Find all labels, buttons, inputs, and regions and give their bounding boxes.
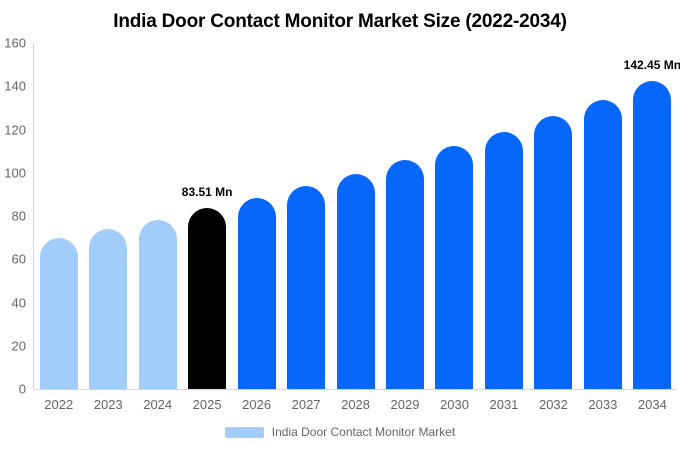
y-tick-label: 0 [18,381,26,397]
x-tick-label: 2028 [341,397,371,412]
x-tick-label: 2023 [93,397,123,412]
x-tick-label: 2032 [538,397,568,412]
y-tick-label: 120 [4,122,26,137]
bar-2034 [633,80,672,389]
bar-slot: 2023 [83,43,132,412]
bar-slot: 2032 [529,43,578,412]
bar-2032 [534,115,573,389]
bar-slot: 2033 [578,43,627,412]
x-tick-label: 2024 [143,397,173,412]
bar-slot: 2029 [380,43,429,412]
x-tick-label: 2025 [192,397,222,412]
y-axis-line [33,43,34,390]
y-axis-labels: 0 20 40 60 80 100 120 140 160 [0,0,26,450]
bar-slot: 2028 [331,43,380,412]
y-tick-label: 60 [11,251,26,267]
bar-value-label: 83.51 Mn [181,185,233,200]
bar-value-label: 142.45 Mn [623,57,680,72]
bar-slot: 83.51 Mn 2025 [181,43,233,412]
legend-label: India Door Contact Monitor Market [271,425,456,439]
chart-title: India Door Contact Monitor Market Size (… [113,11,567,32]
x-tick-label: 2030 [440,397,469,412]
bar-2025 [188,208,227,389]
bar-2024 [138,219,177,389]
bar-2028 [336,173,375,389]
x-tick-label: 2034 [637,397,667,412]
x-tick-label: 2031 [489,397,519,412]
y-tick-label: 40 [11,295,26,310]
bar-2029 [386,160,425,389]
bar-slot: 2026 [232,43,281,412]
x-tick-label: 2029 [390,397,420,412]
x-axis-line [33,389,677,390]
bar-slot: 2031 [479,43,528,412]
bar-2033 [583,99,622,389]
bar-slot: 142.45 Mn 2034 [624,43,680,412]
bar-2030 [435,146,474,389]
y-tick-label: 80 [11,208,26,224]
y-tick-label: 160 [4,35,26,51]
bar-2026 [237,198,276,389]
bar-slot: 2030 [430,43,479,412]
y-tick-label: 100 [4,165,26,181]
x-tick-label: 2027 [291,397,321,412]
x-tick-label: 2033 [588,397,618,412]
bar-2023 [89,229,128,389]
y-tick-label: 140 [4,78,26,94]
bar-slot: 2024 [133,43,182,412]
bars: 2022 2023 2024 83.51 Mn 2025 2026 2027 2028 2029… [34,43,680,412]
bar-2022 [39,238,78,389]
x-tick-label: 2022 [44,397,74,412]
bar-slot: 2027 [281,43,330,412]
y-tick-label: 20 [11,338,26,354]
bar-slot: 2022 [34,43,83,412]
x-tick-label: 2026 [242,397,272,412]
legend: India Door Contact Monitor Market [0,425,680,439]
bar-2027 [287,185,326,389]
bar-2031 [484,131,523,389]
legend-swatch [224,426,264,438]
